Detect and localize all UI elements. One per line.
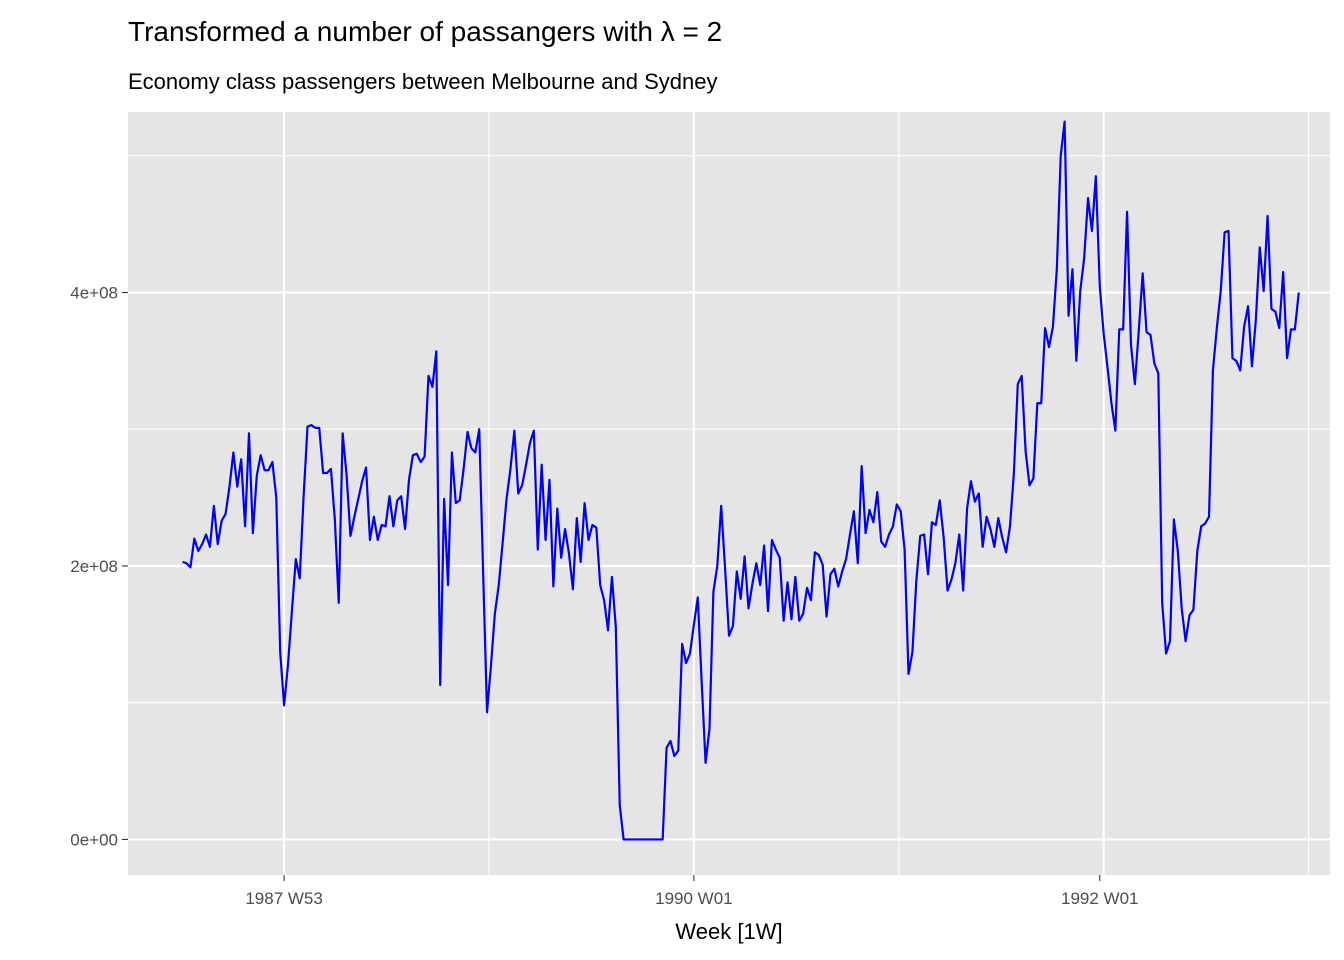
minor-gridlines [128,112,1330,875]
x-axis-title: Week [1W] [675,919,782,944]
y-tick-label: 0e+00 [70,830,118,849]
series-line [182,120,1300,841]
x-tick-label: 1987 W53 [245,889,323,908]
series-group [182,120,1300,841]
axis-tick-labels: 0e+00 2e+08 4e+08 1987 W53 1990 W01 1992 W01 [70,283,1138,908]
y-tick-label: 4e+08 [70,283,118,302]
x-tick-label: 1990 W01 [655,889,733,908]
x-tick-label: 1992 W01 [1061,889,1139,908]
chart-subtitle: Economy class passengers between Melbour… [128,69,717,94]
plot-panel [128,112,1330,875]
axis-ticks [122,291,1101,881]
chart-title: Transformed a number of passangers with … [128,16,722,47]
y-tick-label: 2e+08 [70,557,118,576]
